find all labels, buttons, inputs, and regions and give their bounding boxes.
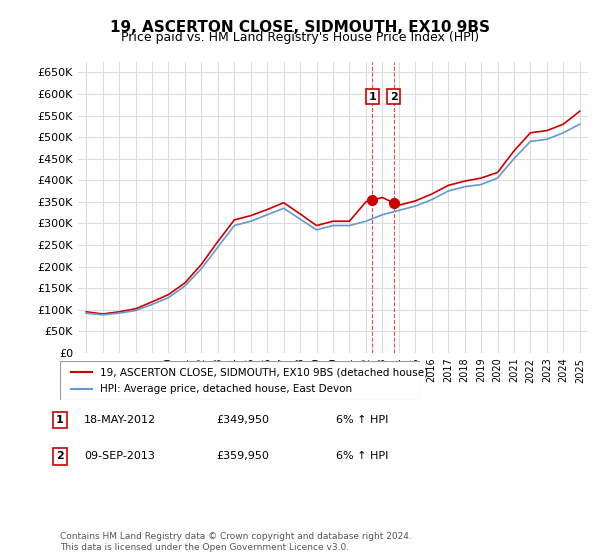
Text: 6% ↑ HPI: 6% ↑ HPI (336, 415, 388, 425)
FancyBboxPatch shape (60, 361, 420, 400)
Text: Price paid vs. HM Land Registry's House Price Index (HPI): Price paid vs. HM Land Registry's House … (121, 31, 479, 44)
Text: Contains HM Land Registry data © Crown copyright and database right 2024.
This d: Contains HM Land Registry data © Crown c… (60, 532, 412, 552)
Text: 1: 1 (368, 91, 376, 101)
Text: 19, ASCERTON CLOSE, SIDMOUTH, EX10 9BS: 19, ASCERTON CLOSE, SIDMOUTH, EX10 9BS (110, 20, 490, 35)
Text: 1: 1 (56, 415, 64, 425)
Text: £349,950: £349,950 (216, 415, 269, 425)
Text: 2: 2 (390, 91, 398, 101)
Text: 6% ↑ HPI: 6% ↑ HPI (336, 451, 388, 461)
Text: HPI: Average price, detached house, East Devon: HPI: Average price, detached house, East… (100, 384, 352, 394)
Text: £359,950: £359,950 (216, 451, 269, 461)
Text: 19, ASCERTON CLOSE, SIDMOUTH, EX10 9BS (detached house): 19, ASCERTON CLOSE, SIDMOUTH, EX10 9BS (… (100, 367, 428, 377)
Text: 2: 2 (56, 451, 64, 461)
Text: 18-MAY-2012: 18-MAY-2012 (84, 415, 156, 425)
Text: 09-SEP-2013: 09-SEP-2013 (84, 451, 155, 461)
